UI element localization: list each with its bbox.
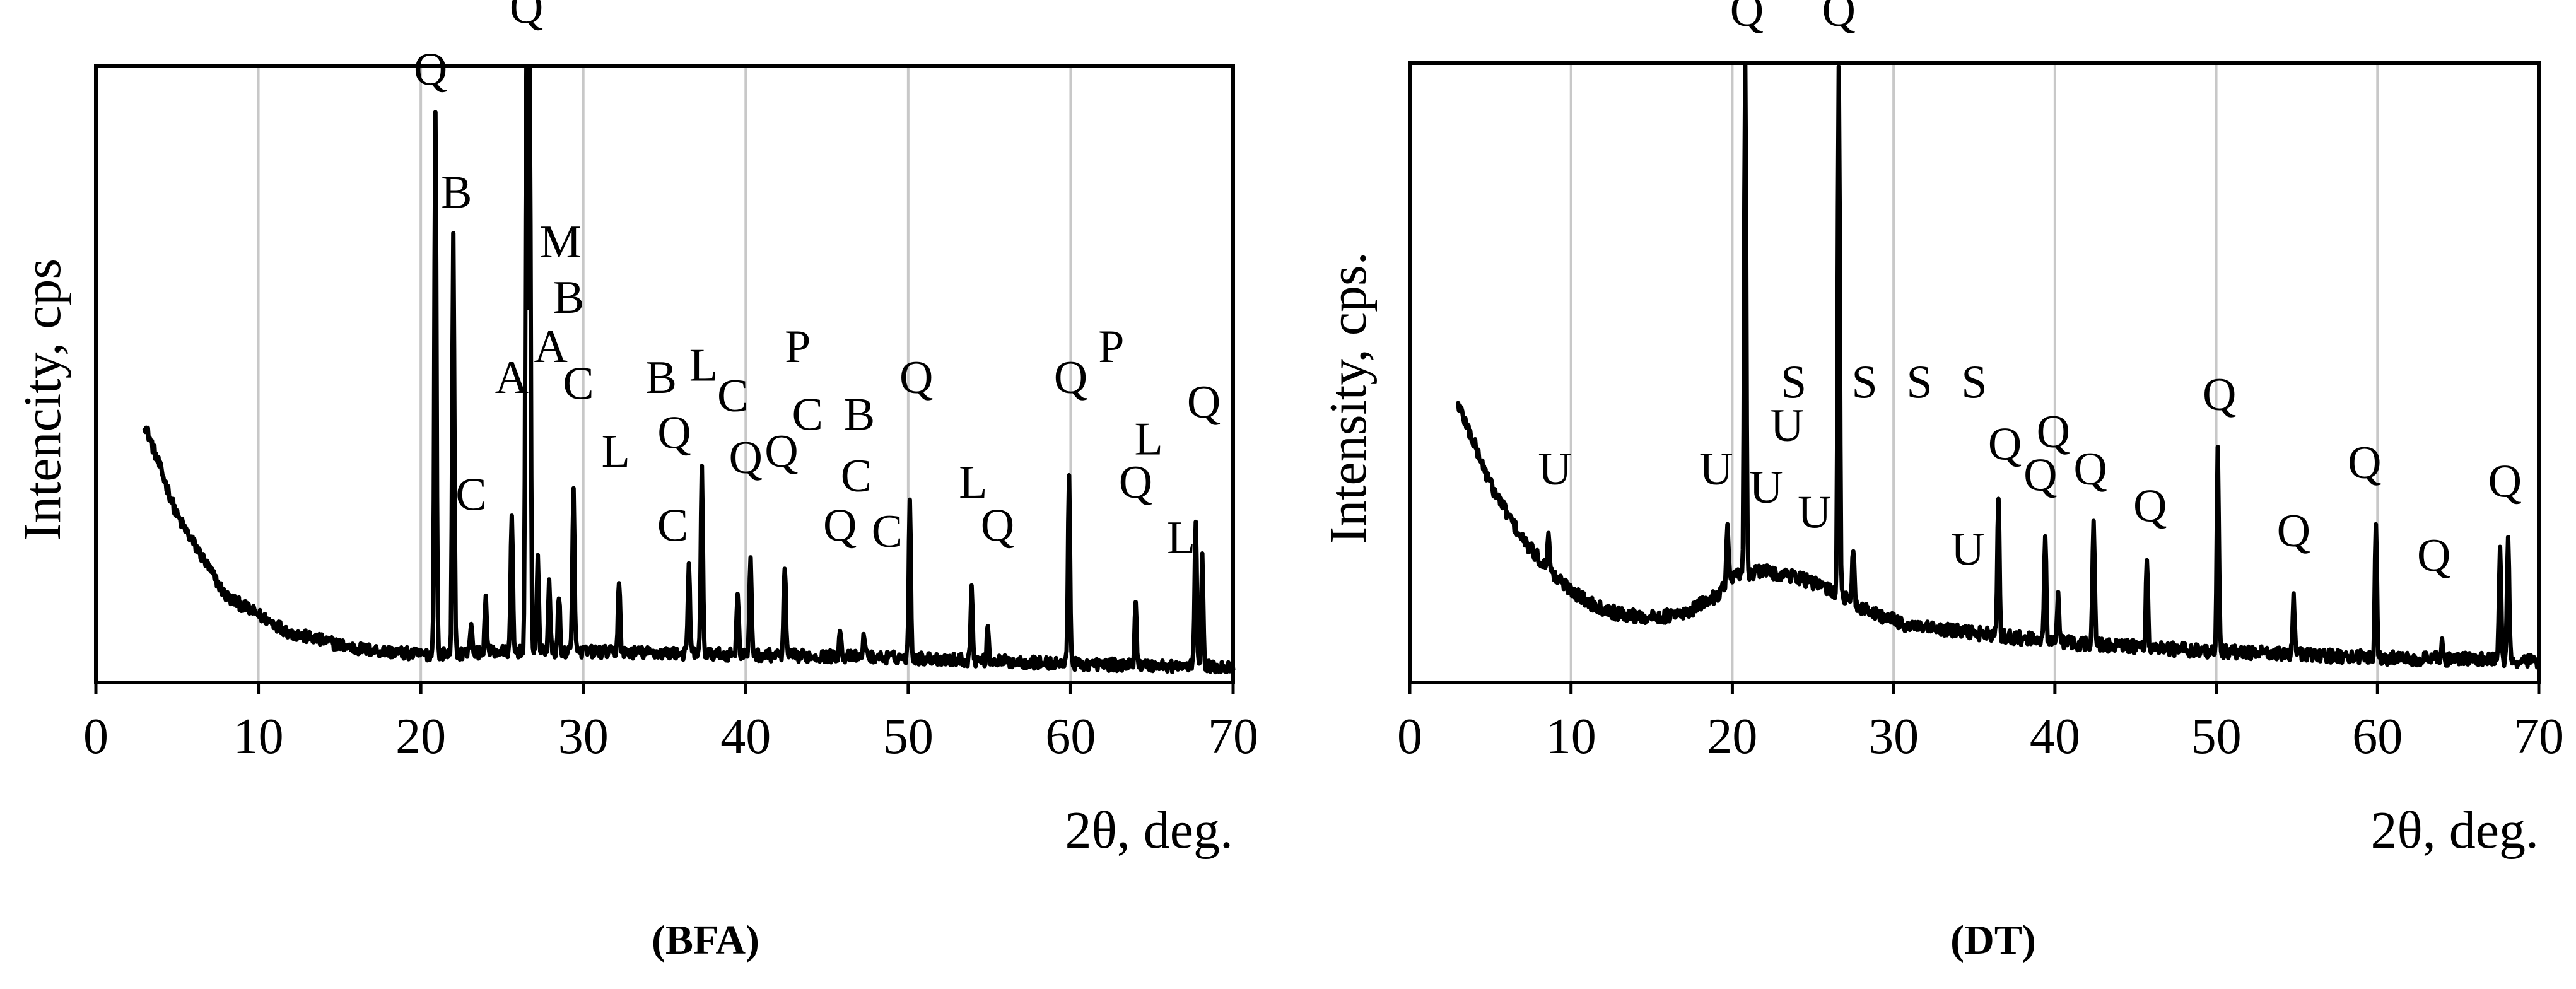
bfa-x-tick-label: 50 (883, 709, 934, 764)
dt-x-tick-label: 70 (2514, 709, 2564, 764)
dt-peak-label: Q (2277, 505, 2310, 557)
dt-peak-label: Q (2417, 530, 2450, 582)
bfa-peak-label: C (717, 370, 748, 422)
bfa-x-tick-label: 10 (233, 709, 284, 764)
dt-x-tick-label: 50 (2191, 709, 2242, 764)
dt-peak-label: U (1749, 462, 1783, 513)
bfa-peak-label: M (540, 216, 582, 268)
dt-peak-label: Q (2488, 455, 2522, 507)
dt-peak-label: U (1538, 443, 1571, 495)
bfa-peak-label: L (689, 339, 718, 391)
dt-x-tick-label: 60 (2352, 709, 2403, 764)
bfa-peak-label: C (657, 500, 688, 551)
bfa-peak-label: L (1167, 512, 1195, 564)
bfa-peak-label: L (959, 457, 987, 508)
dt-x-tick-label: 10 (1546, 709, 1596, 764)
dt-x-tick-label: 20 (1707, 709, 1757, 764)
dt-peak-label: Q (1730, 0, 1764, 37)
dt-x-tick-label: 40 (2030, 709, 2080, 764)
dt-peak-label: S (1781, 356, 1806, 408)
bfa-peak-label: Q (764, 426, 798, 477)
bfa-peak-label: C (872, 506, 903, 558)
dt-peak-label: Q (1988, 418, 2022, 470)
bfa-x-axis-title: 2θ, deg. (1065, 801, 1233, 860)
bfa-peak-label: A (495, 352, 529, 404)
bfa-peak-label: B (844, 389, 875, 440)
dt-x-axis-title: 2θ, deg. (2370, 801, 2539, 860)
bfa-plot-frame (94, 64, 1235, 684)
dt-peak-label: S (1852, 356, 1878, 408)
bfa-peak-label: C (563, 358, 594, 410)
bfa-peak-label: Q (414, 44, 447, 95)
bfa-x-tick-label: 60 (1045, 709, 1096, 764)
bfa-peak-label: Q (899, 352, 933, 404)
dt-peak-label: Q (2023, 450, 2057, 501)
bfa-peak-label: Q (1054, 352, 1087, 404)
bfa-peak-label: C (455, 469, 486, 520)
bfa-peak-label: L (1134, 414, 1162, 465)
bfa-peak-label: B (553, 272, 584, 324)
dt-x-tick-label: 0 (1397, 709, 1422, 764)
dt-peak-label: Q (2133, 481, 2167, 532)
bfa-xrd-series-line (142, 64, 1236, 675)
bfa-y-axis-title: Intencity, cps (13, 259, 72, 541)
dt-peak-label: U (1798, 487, 1831, 539)
dt-peak-label: Q (1822, 0, 1855, 37)
dt-x-tick-label: 30 (1868, 709, 1919, 764)
bfa-x-tick-label: 70 (1208, 709, 1258, 764)
dt-peak-label: Q (2203, 369, 2236, 421)
dt-peak-label: S (1906, 356, 1932, 408)
dt-peak-label: U (1699, 443, 1733, 495)
bfa-peak-label: B (441, 167, 472, 219)
bfa-peak-label: Q (823, 500, 857, 551)
dt-peak-label: Q (2073, 443, 2107, 495)
bfa-peak-label: Q (981, 500, 1014, 551)
bfa-x-tick-label: 40 (720, 709, 771, 764)
dt-xrd-series-line (1456, 63, 2541, 670)
bfa-peak-label: C (841, 450, 872, 502)
dt-peak-label: Q (2037, 406, 2070, 458)
bfa-peak-label: B (646, 352, 677, 404)
dt-y-axis-title: Intensity, cps. (1319, 252, 1378, 544)
bfa-x-tick-label: 30 (558, 709, 609, 764)
bfa-peak-label: Q (729, 432, 763, 484)
bfa-peak-label: P (785, 321, 811, 373)
bfa-peak-label: C (792, 389, 823, 440)
bfa-peak-label: Q (1187, 377, 1221, 428)
bfa-peak-label: A (534, 321, 567, 373)
dt-peak-label: Q (2348, 437, 2381, 489)
bfa-panel-caption: (BFA) (652, 917, 759, 963)
dt-peak-label: S (1961, 356, 1987, 408)
bfa-peak-label: L (602, 426, 630, 477)
bfa-x-tick-label: 20 (395, 709, 446, 764)
bfa-x-tick-label: 0 (83, 709, 108, 764)
bfa-peak-label: Q (657, 407, 691, 459)
bfa-peak-label: Q (510, 0, 543, 34)
dt-peak-label: U (1951, 524, 1984, 575)
dt-peak-label: U (1771, 400, 1804, 452)
dt-plot-frame (1408, 61, 2541, 684)
bfa-peak-label: P (1098, 321, 1124, 373)
dt-panel-caption: (DT) (1950, 917, 2036, 963)
bfa-peak-label: Q (1119, 457, 1152, 508)
